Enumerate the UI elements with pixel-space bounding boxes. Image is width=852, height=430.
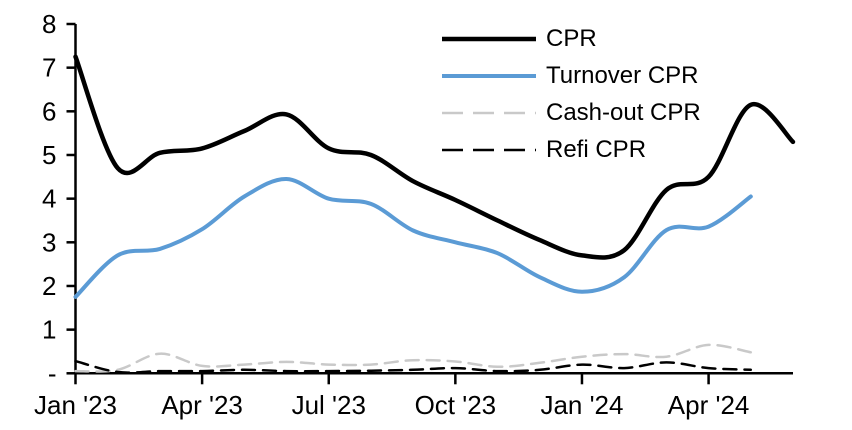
y-tick-label: 7 <box>42 53 56 83</box>
y-tick-label: 4 <box>42 184 56 214</box>
y-tick-label: - <box>48 358 57 388</box>
x-tick-label: Oct '23 <box>415 390 497 420</box>
series-line-refi-cpr <box>74 359 753 374</box>
x-tick-label: Jan '23 <box>34 390 117 420</box>
legend-item-cashout-cpr: Cash-out CPR <box>441 94 701 131</box>
y-tick-label: 8 <box>42 9 56 39</box>
series-line-turnover-cpr <box>73 176 753 299</box>
y-tick-label: 1 <box>42 315 56 345</box>
y-tick-label: 5 <box>42 140 56 170</box>
legend-label-cashout-cpr: Cash-out CPR <box>546 98 701 126</box>
legend-line-cashout-cpr-icon <box>442 111 536 114</box>
legend-item-refi-cpr: Refi CPR <box>441 131 701 168</box>
legend-line-cpr-icon <box>442 36 536 41</box>
legend-label-refi-cpr: Refi CPR <box>546 135 647 163</box>
legend-item-turnover-cpr: Turnover CPR <box>441 57 701 94</box>
legend-line-refi-cpr-icon <box>442 148 536 151</box>
axes <box>74 24 793 375</box>
y-tick-label: 6 <box>42 96 56 126</box>
y-tick-label: 2 <box>42 271 56 301</box>
legend-label-cpr: CPR <box>546 24 597 52</box>
legend-label-turnover-cpr: Turnover CPR <box>546 61 699 89</box>
x-tick-label: Apr '23 <box>161 390 243 420</box>
legend-line-turnover-cpr-icon <box>442 73 536 78</box>
legend-item-cpr: CPR <box>441 20 701 57</box>
x-tick-label: Apr '24 <box>668 390 750 420</box>
legend: CPR Turnover CPR Cash-out CPR Refi CPR <box>441 20 701 168</box>
series-line-cash-out-cpr <box>74 343 753 373</box>
y-tick-label: 3 <box>42 227 56 257</box>
x-tick-label: Jul '23 <box>292 390 366 420</box>
x-tick-label: Jan '24 <box>540 390 623 420</box>
series-line-cpr <box>73 54 796 260</box>
